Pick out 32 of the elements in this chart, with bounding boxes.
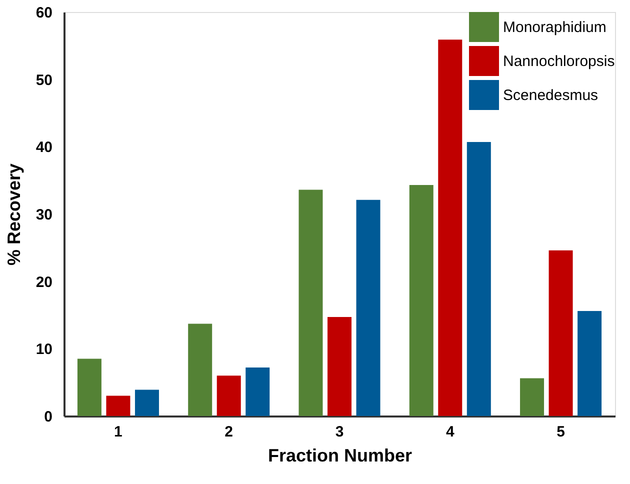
y-tick-label: 30 <box>36 206 52 224</box>
x-axis-title: Fraction Number <box>268 446 412 466</box>
x-tick-label: 2 <box>224 424 234 440</box>
bar <box>188 324 212 416</box>
bar <box>134 390 159 416</box>
legend-label: Scenedesmus <box>503 87 598 104</box>
y-tick-label: 50 <box>36 72 52 89</box>
x-tick-label: 1 <box>114 424 122 440</box>
bar <box>548 250 573 416</box>
bar <box>328 317 352 416</box>
x-tick-label: 4 <box>446 424 455 440</box>
x-tick-label: 3 <box>335 424 344 440</box>
y-axis-title: % Recovery <box>4 163 24 266</box>
legend-label: Nannochloropsis <box>503 53 615 70</box>
bar <box>409 185 434 416</box>
y-tick-label: 0 <box>44 408 52 426</box>
y-tick-label: 20 <box>36 274 52 291</box>
y-tick-label: 60 <box>36 4 52 22</box>
y-tick-label: 40 <box>36 139 52 156</box>
bar <box>520 378 544 416</box>
bar <box>298 190 323 416</box>
bar <box>578 310 602 416</box>
bar <box>216 376 241 416</box>
bar <box>106 396 130 416</box>
legend-label: Monoraphidium <box>503 19 606 36</box>
bar <box>77 358 102 416</box>
x-tick-label: 5 <box>556 424 565 440</box>
y-tick-label: 10 <box>36 341 52 358</box>
bar <box>438 40 462 416</box>
bar <box>466 142 491 416</box>
bar <box>356 200 380 416</box>
bar <box>246 368 270 416</box>
